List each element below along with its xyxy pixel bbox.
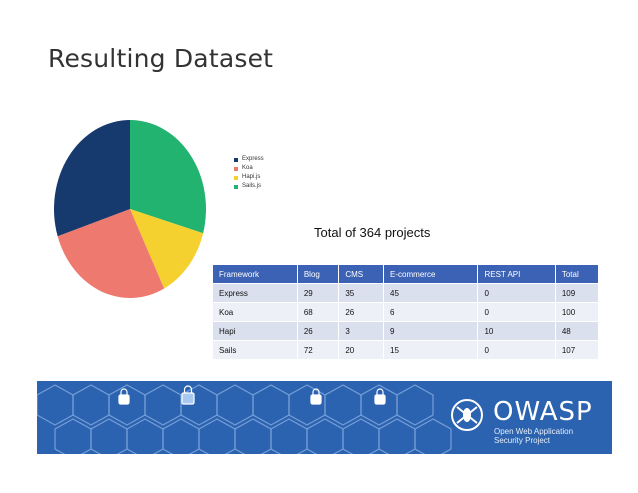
chart-legend: Express Koa Hapi.js Sails.js xyxy=(234,155,264,191)
table-cell: 0 xyxy=(477,283,556,303)
table-cell: 48 xyxy=(554,321,600,341)
table-cell: 26 xyxy=(338,302,385,322)
hexagon-pattern xyxy=(37,384,483,454)
table-cell: 20 xyxy=(338,340,385,360)
table-cell: 26 xyxy=(296,321,340,341)
table-cell: Hapi xyxy=(212,321,298,341)
table-cell: Sails xyxy=(212,340,298,360)
legend-item-express: Express xyxy=(234,155,264,164)
table-cell: 107 xyxy=(554,340,600,360)
lock-icon xyxy=(118,385,386,405)
table-cell: Express xyxy=(212,283,298,303)
tagline-line-2: Security Project xyxy=(494,436,551,445)
legend-label: Hapi.js xyxy=(242,174,261,180)
legend-swatch xyxy=(234,175,238,180)
owasp-tagline: Open Web Application Security Project xyxy=(494,427,573,445)
legend-label: Express xyxy=(242,156,264,162)
pie-slice-sailsjs xyxy=(130,120,206,234)
table-cell: 100 xyxy=(554,302,600,322)
legend-swatch xyxy=(234,184,238,189)
table-cell: 45 xyxy=(383,283,479,303)
table-cell: 68 xyxy=(296,302,340,322)
legend-swatch xyxy=(234,166,238,171)
table-cell: 0 xyxy=(477,302,556,322)
pie-slice-express xyxy=(53,120,130,237)
pie-slice-koa xyxy=(57,209,165,298)
slide-title: Resulting Dataset xyxy=(48,44,274,73)
wasp-logo-icon xyxy=(451,399,483,431)
pie-chart xyxy=(53,120,206,298)
table-cell: 6 xyxy=(383,302,479,322)
table-cell: 3 xyxy=(338,321,385,341)
table-cell: Koa xyxy=(212,302,298,322)
table-cell: 15 xyxy=(383,340,479,360)
table-cell: 0 xyxy=(477,340,556,360)
owasp-banner xyxy=(37,381,612,454)
legend-item-hapi: Hapi.js xyxy=(234,173,264,182)
legend-swatch xyxy=(234,157,238,162)
column-header: CMS xyxy=(338,264,385,284)
column-header: Blog xyxy=(296,264,340,284)
pie-slice-hapijs xyxy=(130,209,204,289)
table-cell: 9 xyxy=(383,321,479,341)
table-cell: 35 xyxy=(338,283,385,303)
column-header: REST API xyxy=(477,264,556,284)
legend-item-sails: Sails.js xyxy=(234,182,264,191)
table-row: Sails 72 20 15 0 107 xyxy=(212,340,600,360)
table-row: Koa 68 26 6 0 100 xyxy=(212,302,600,322)
table-cell: 72 xyxy=(296,340,340,360)
column-header: E-commerce xyxy=(383,264,479,284)
table-cell: 29 xyxy=(296,283,340,303)
legend-item-koa: Koa xyxy=(234,164,264,173)
table-cell: 109 xyxy=(554,283,600,303)
framework-table: Framework Blog CMS E-commerce REST API T… xyxy=(212,264,600,360)
table-row: Hapi 26 3 9 10 48 xyxy=(212,321,600,341)
tagline-line-1: Open Web Application xyxy=(494,427,574,436)
owasp-brand: OWASP xyxy=(493,397,593,427)
table-row: Express 29 35 45 0 109 xyxy=(212,283,600,303)
column-header: Total xyxy=(554,264,600,284)
legend-label: Koa xyxy=(242,165,253,171)
legend-label: Sails.js xyxy=(242,183,262,189)
table-header-row: Framework Blog CMS E-commerce REST API T… xyxy=(212,264,600,284)
table-cell: 10 xyxy=(477,321,556,341)
column-header: Framework xyxy=(212,264,298,284)
total-projects-text: Total of 364 projects xyxy=(314,225,431,240)
